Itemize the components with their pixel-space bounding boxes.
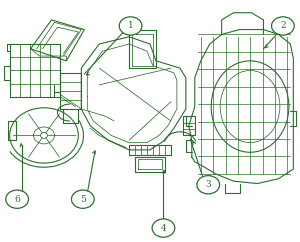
- Circle shape: [272, 17, 294, 35]
- Text: 1: 1: [128, 22, 134, 30]
- Circle shape: [71, 190, 94, 208]
- Circle shape: [152, 219, 175, 237]
- Text: 5: 5: [80, 195, 86, 204]
- Circle shape: [197, 176, 220, 194]
- Text: 6: 6: [14, 195, 20, 204]
- Text: 2: 2: [280, 22, 286, 30]
- Text: 4: 4: [160, 224, 166, 233]
- Circle shape: [119, 17, 142, 35]
- Circle shape: [6, 190, 28, 208]
- Text: 3: 3: [206, 180, 211, 189]
